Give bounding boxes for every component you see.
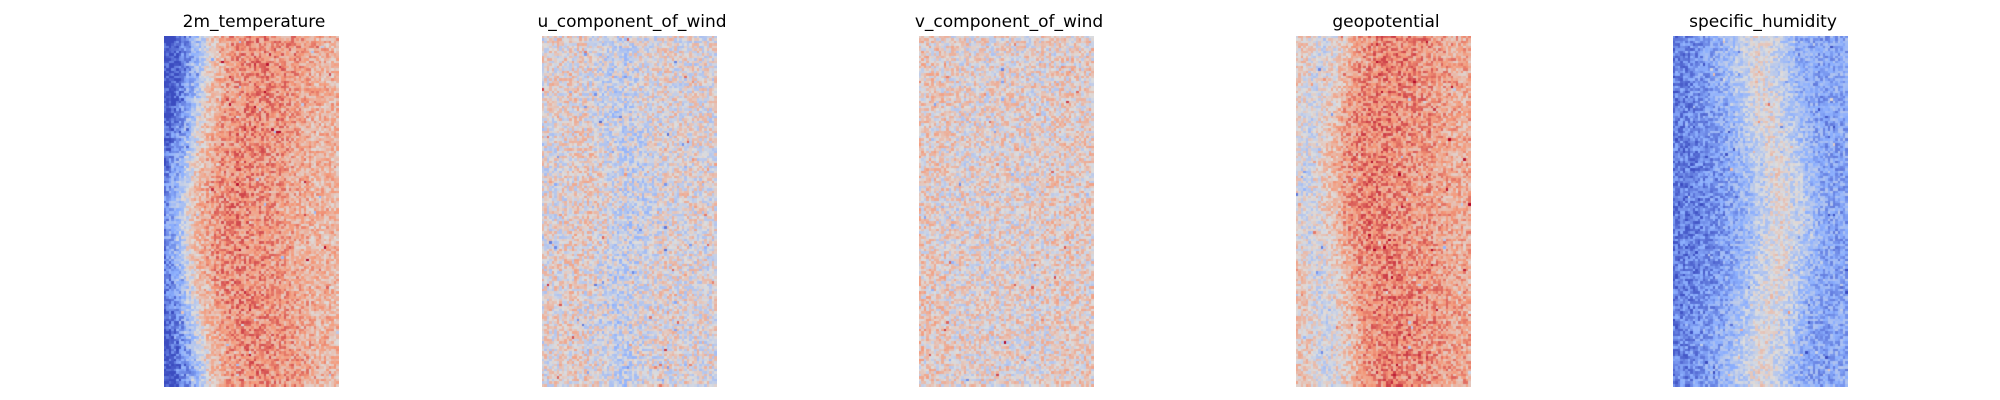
panel-v-component-of-wind: v_component_of_wind xyxy=(915,0,1103,400)
heatmap-geopotential xyxy=(1296,36,1471,387)
panel-geopotential: geopotential xyxy=(1296,0,1476,400)
panel-u-component-of-wind: u_component_of_wind xyxy=(537,0,727,400)
panel-title: 2m_temperature xyxy=(182,12,326,32)
panel-title: u_component_of_wind xyxy=(537,12,727,32)
panel-specific-humidity: specific_humidity xyxy=(1673,0,1853,400)
panel-2m-temperature: 2m_temperature xyxy=(164,0,344,400)
heatmap-u-component-of-wind xyxy=(542,36,717,387)
heatmap-v-component-of-wind xyxy=(919,36,1094,387)
heatmap-2m-temperature xyxy=(164,36,339,387)
panel-title: specific_humidity xyxy=(1689,12,1837,32)
panel-title: geopotential xyxy=(1332,12,1440,32)
heatmap-specific-humidity xyxy=(1673,36,1848,387)
panel-title: v_component_of_wind xyxy=(914,12,1104,32)
